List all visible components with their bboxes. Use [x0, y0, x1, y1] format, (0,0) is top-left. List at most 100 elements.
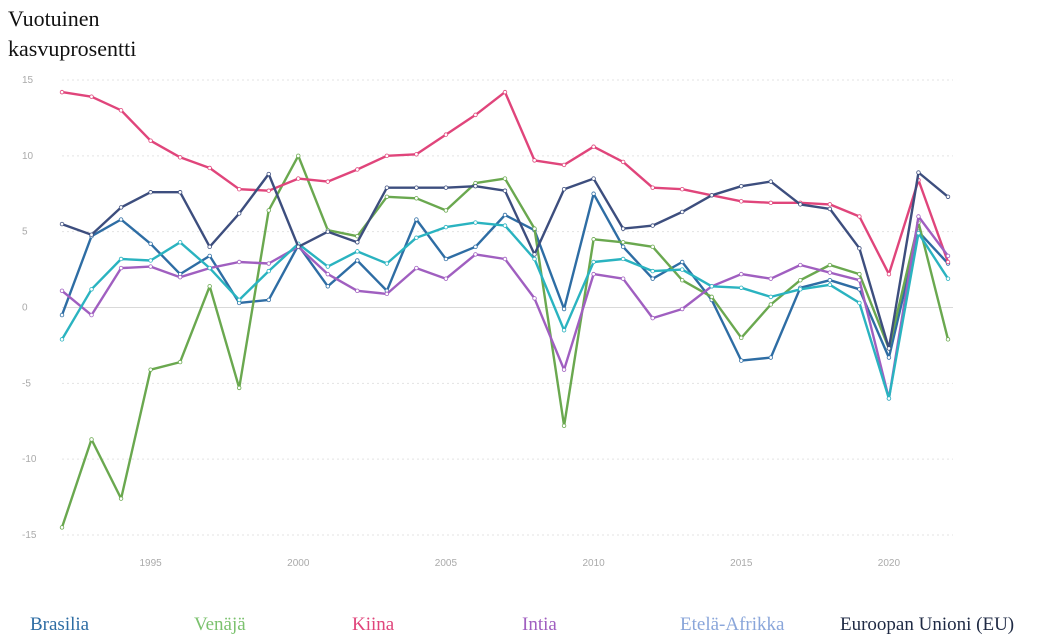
data-point	[355, 258, 360, 263]
data-point	[59, 89, 65, 95]
data-point	[266, 171, 271, 177]
data-point	[768, 200, 773, 206]
series-1	[59, 153, 951, 530]
data-point	[739, 271, 744, 277]
data-point	[827, 262, 833, 268]
data-point	[443, 185, 449, 190]
data-point	[325, 271, 330, 277]
data-point	[414, 185, 419, 190]
data-point	[502, 188, 508, 193]
data-point	[325, 229, 330, 234]
data-point	[768, 294, 773, 300]
data-point	[768, 355, 773, 360]
data-point	[148, 190, 153, 195]
data-point	[414, 217, 419, 222]
data-point	[561, 328, 567, 333]
data-point	[502, 256, 508, 262]
y-axis-ticks: 15 10 5 0 -5 -10 -15	[22, 75, 37, 541]
series-line	[60, 221, 950, 400]
data-point	[532, 252, 537, 257]
data-point	[739, 199, 744, 204]
data-point	[59, 525, 65, 530]
data-point	[886, 355, 892, 360]
data-point	[945, 337, 951, 342]
data-point	[857, 214, 862, 219]
data-point	[591, 176, 596, 181]
data-point	[236, 259, 242, 265]
data-point	[414, 235, 419, 240]
data-point	[148, 367, 153, 372]
data-point	[384, 153, 390, 159]
data-point	[473, 252, 478, 257]
data-point	[857, 278, 862, 283]
data-point	[591, 237, 596, 242]
data-point	[709, 294, 714, 300]
data-point	[650, 315, 655, 321]
data-point	[473, 244, 478, 250]
data-point	[532, 158, 537, 163]
y-tick-label: -15	[22, 530, 37, 541]
chart-title-line-1: Vuotuinen	[8, 6, 100, 31]
data-point	[620, 256, 626, 262]
data-point	[798, 287, 803, 292]
data-point	[414, 265, 419, 271]
data-point	[798, 202, 803, 207]
legend-item: Intia	[522, 614, 557, 635]
data-point	[177, 240, 183, 245]
data-point	[739, 183, 744, 189]
data-point	[118, 205, 124, 210]
legend-item: Kiina	[352, 614, 395, 635]
data-point	[827, 206, 833, 212]
data-point	[355, 167, 360, 172]
data-point	[355, 240, 360, 245]
data-point	[739, 335, 744, 341]
data-point	[89, 287, 94, 292]
data-point	[296, 244, 301, 250]
x-tick-label: 2005	[435, 558, 458, 569]
data-point	[709, 284, 714, 289]
data-point	[325, 179, 330, 184]
x-tick-label: 1995	[139, 558, 162, 569]
legend-item: Brasilia	[30, 614, 90, 635]
data-point	[680, 278, 685, 283]
data-point	[89, 94, 94, 99]
data-point	[945, 276, 951, 281]
data-point	[561, 367, 567, 372]
legend-item: Etelä-Afrikka	[680, 614, 785, 635]
series-line	[61, 90, 950, 276]
data-point	[650, 244, 655, 250]
data-point	[207, 165, 212, 171]
data-point	[620, 226, 626, 231]
legend: Brasilia Venäjä Kiina Intia Etelä-Afrikka Eur…	[30, 614, 1014, 635]
data-point	[945, 194, 951, 199]
y-tick-label: 0	[22, 303, 28, 314]
data-point	[59, 337, 65, 342]
data-point	[177, 155, 183, 160]
data-point	[561, 423, 567, 428]
data-point	[414, 196, 419, 201]
data-point	[355, 249, 360, 254]
legend-item: Venäjä	[194, 614, 246, 635]
data-point	[266, 261, 271, 266]
data-point	[148, 138, 153, 143]
data-point	[148, 258, 153, 263]
data-point	[384, 291, 390, 297]
series-4	[59, 220, 951, 401]
legend-item: Euroopan Unioni (EU)	[840, 614, 1014, 635]
x-tick-label: 2010	[582, 558, 605, 569]
y-tick-label: 5	[22, 227, 28, 238]
data-point	[296, 176, 301, 181]
data-point	[443, 208, 449, 213]
chart-title-line-2: kasvuprosentti	[8, 36, 137, 61]
data-point	[650, 276, 655, 281]
data-point	[384, 261, 390, 266]
data-point	[207, 284, 212, 289]
data-point	[916, 214, 921, 219]
data-point	[443, 224, 449, 230]
data-point	[118, 265, 124, 271]
data-point	[561, 306, 567, 312]
data-point	[236, 211, 242, 216]
data-point	[768, 179, 773, 184]
data-point	[768, 302, 773, 307]
x-tick-label: 2000	[287, 558, 310, 569]
